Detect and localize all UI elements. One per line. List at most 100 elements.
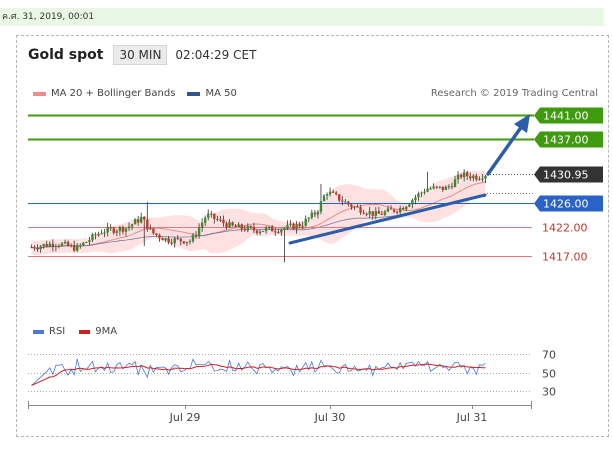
candle <box>414 194 417 205</box>
candle-body <box>417 193 420 198</box>
candle <box>222 215 225 227</box>
candle <box>33 245 36 251</box>
candle-body <box>271 226 274 232</box>
candle-body <box>149 228 152 230</box>
candle-body <box>252 227 256 231</box>
candle-body <box>322 195 326 202</box>
candle-body <box>383 211 387 215</box>
rsi-level-label-0: 70 <box>542 349 556 362</box>
candle <box>277 229 280 234</box>
level-tag-0: 1441.00 <box>534 107 603 124</box>
level-tag-shape-0 <box>534 107 603 124</box>
candle <box>289 219 292 227</box>
candle-body <box>203 217 207 223</box>
candle-body <box>222 219 225 224</box>
candle <box>115 229 119 237</box>
candle <box>45 240 48 248</box>
candle <box>344 199 347 203</box>
x-axis: Jul 29 Jul 30 Jul 31 <box>28 401 532 424</box>
candle-body <box>54 245 58 247</box>
candle <box>347 200 350 207</box>
price-legend: MA 20 + Bollinger Bands MA 50 <box>33 88 249 99</box>
candle-body <box>353 206 356 208</box>
candle-body <box>97 233 100 236</box>
candle <box>97 231 100 237</box>
candle <box>307 217 310 223</box>
candle <box>478 176 481 181</box>
candle <box>182 240 186 245</box>
candle-body <box>325 194 329 196</box>
candle <box>356 204 359 208</box>
candle-body <box>109 227 112 229</box>
candle <box>417 191 420 201</box>
candle <box>447 184 451 190</box>
candle <box>88 236 91 246</box>
candle <box>484 174 487 184</box>
rsi-panel: 70 50 30 <box>28 349 556 399</box>
candle <box>207 209 210 221</box>
candle-body <box>140 216 143 223</box>
interval-badge[interactable]: 30 MIN <box>113 45 168 65</box>
chart-panel <box>16 35 609 437</box>
candle-body <box>261 231 265 233</box>
candle-body <box>237 224 240 228</box>
candle <box>328 187 332 197</box>
candle-body <box>143 216 146 220</box>
candle <box>334 191 338 196</box>
candle <box>338 194 341 203</box>
candle-body <box>365 213 368 215</box>
rsi-line <box>31 358 486 386</box>
candle-body <box>124 228 128 232</box>
candle-body <box>414 197 417 201</box>
candles <box>30 169 487 263</box>
candle-body <box>441 186 445 190</box>
candle-body <box>475 175 478 180</box>
candle <box>408 202 411 208</box>
candle-body <box>118 227 122 232</box>
candle-body <box>484 176 487 179</box>
candle <box>389 205 393 210</box>
candle <box>274 227 277 236</box>
candle <box>368 206 371 219</box>
level-tag-label-0: 1441.00 <box>543 110 589 123</box>
candle-body <box>319 201 323 212</box>
candle <box>136 215 140 226</box>
candle-body <box>115 231 119 233</box>
candle-body <box>243 228 246 231</box>
candle-body <box>210 213 213 215</box>
candle <box>42 243 45 249</box>
trendline <box>288 193 487 245</box>
candle-body <box>82 242 85 246</box>
legend-ma50: MA 50 <box>187 88 237 99</box>
candle <box>91 232 94 243</box>
candle <box>149 224 152 230</box>
candle-body <box>36 248 39 250</box>
ma9-swatch-icon <box>79 329 91 334</box>
candle-body <box>432 186 435 189</box>
candle-body <box>328 191 332 195</box>
candle-body <box>179 238 183 242</box>
candle <box>450 182 454 189</box>
candle-body <box>472 175 475 179</box>
candle-body <box>426 188 429 192</box>
candle-body <box>170 242 173 244</box>
candle <box>286 220 289 231</box>
candle <box>432 183 435 190</box>
candle <box>82 242 85 247</box>
candle <box>109 224 112 231</box>
candle-body <box>255 230 259 234</box>
candle <box>112 226 115 235</box>
candle-body <box>408 204 411 207</box>
candle-body <box>258 231 262 234</box>
candle <box>429 186 432 190</box>
level-tag-shape-3 <box>534 195 603 212</box>
candle-body <box>191 235 195 242</box>
candle <box>228 219 231 229</box>
candle <box>249 225 253 229</box>
candle-body <box>246 226 250 231</box>
candle <box>444 185 448 191</box>
candle <box>51 239 55 252</box>
candle <box>130 223 134 231</box>
candle-body <box>176 238 179 240</box>
candle <box>469 172 472 181</box>
